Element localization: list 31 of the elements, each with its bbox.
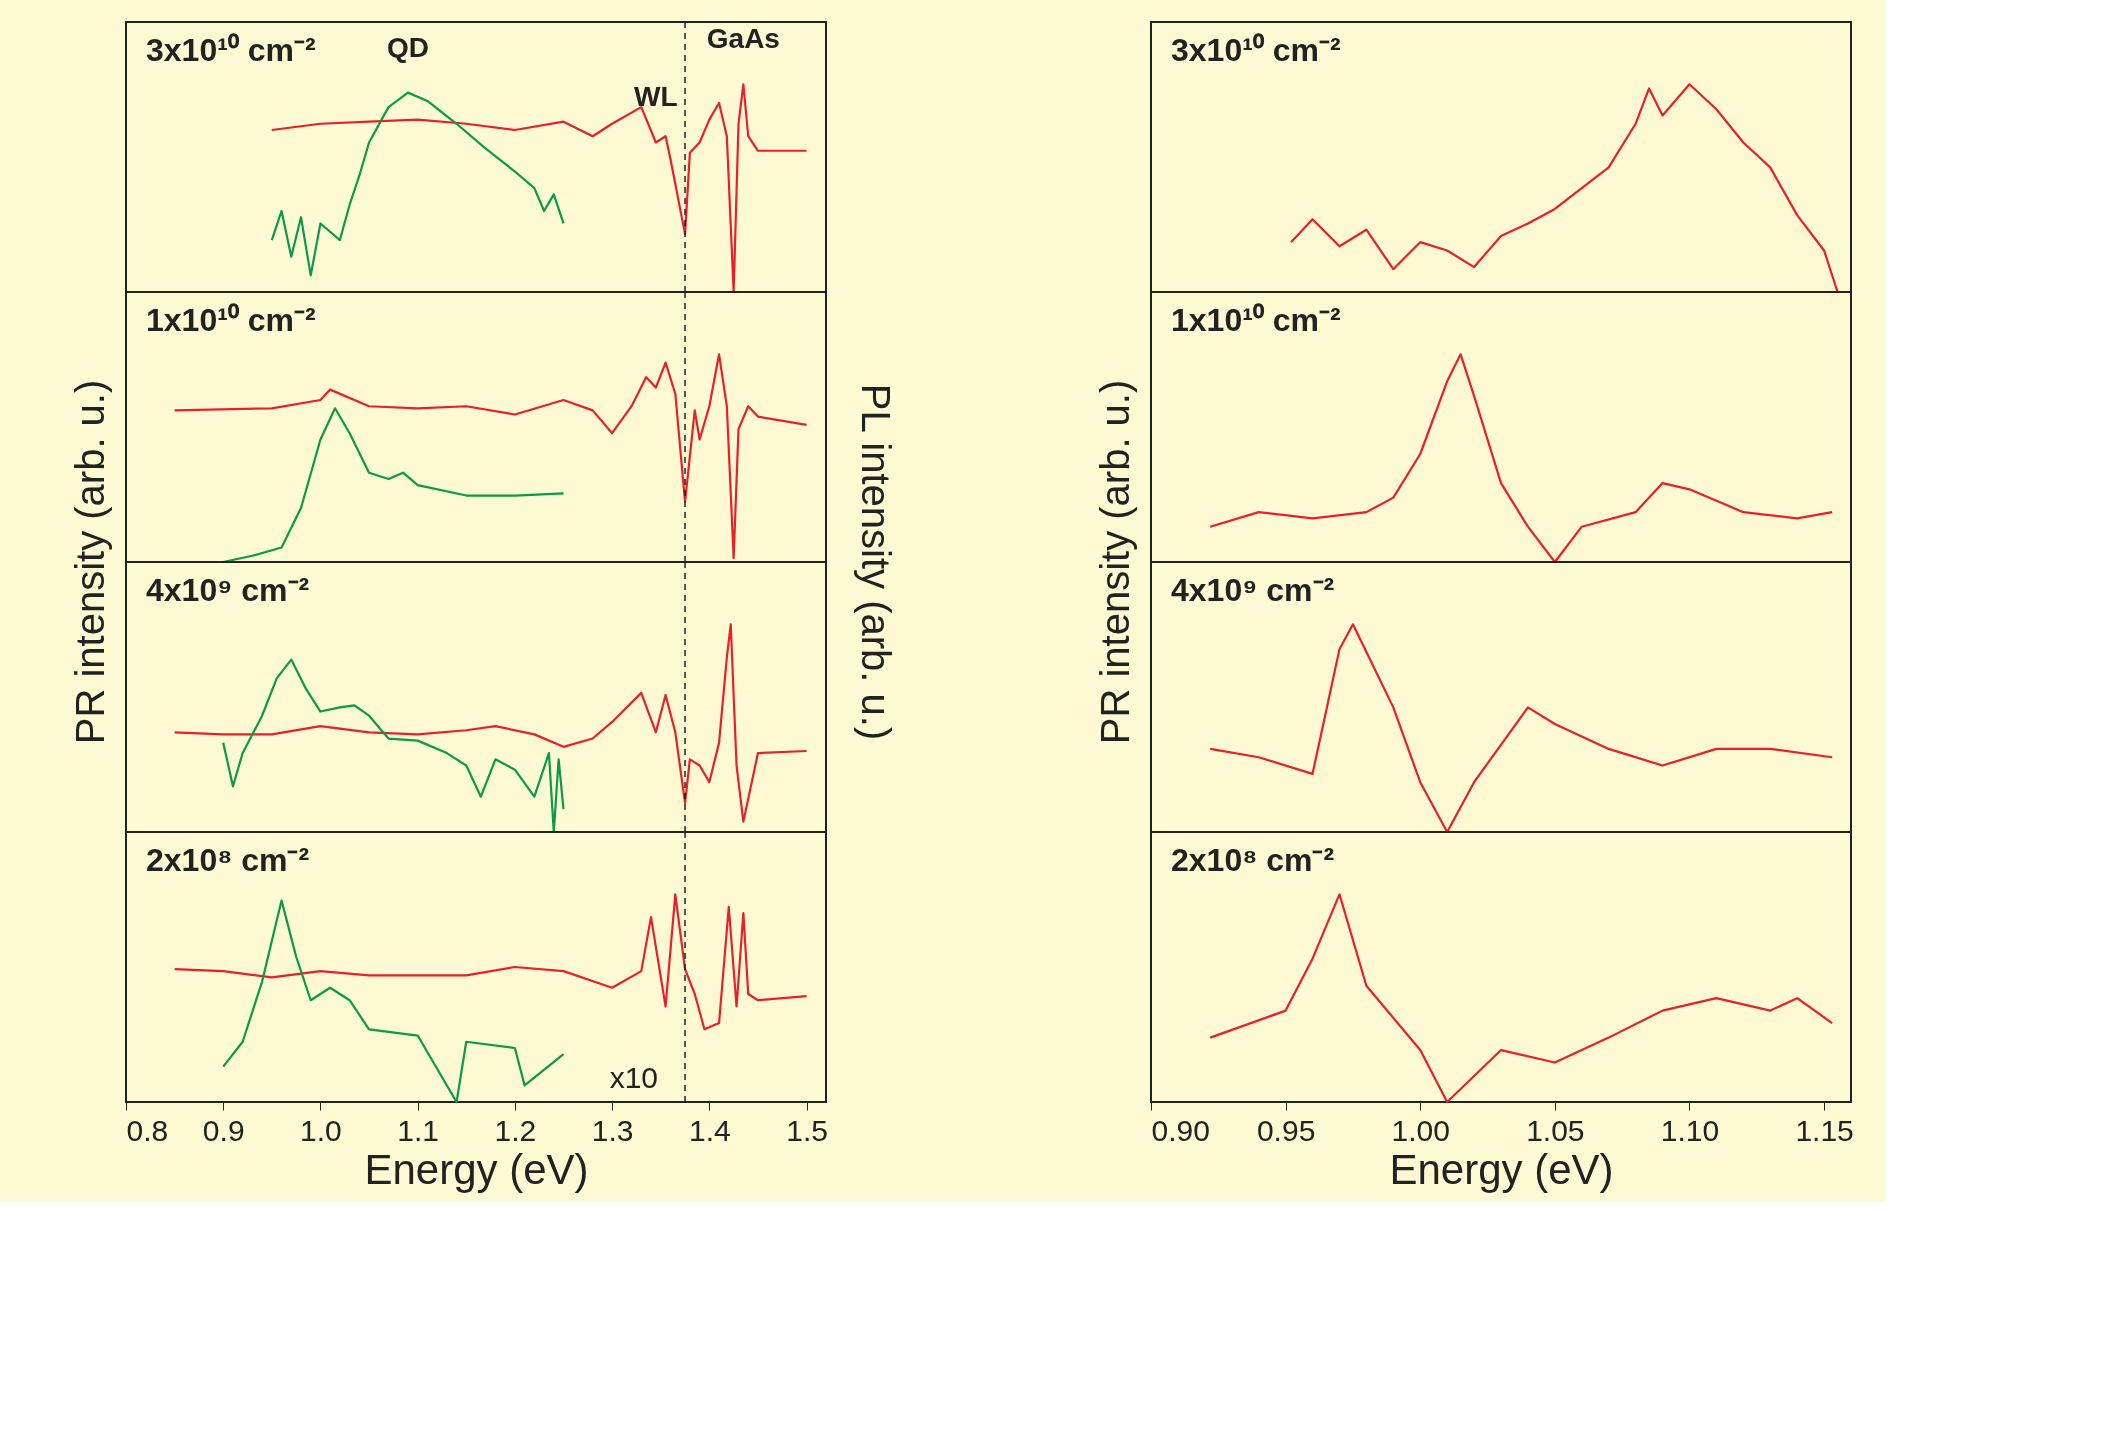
y-axis-title: PR intensity (arb. u.) [68, 379, 112, 745]
text: 1x10¹⁰ cm⁻² [146, 302, 316, 338]
x-tick-label: 1.10 [1660, 1113, 1720, 1147]
text: 3x10¹⁰ cm⁻² [146, 32, 316, 68]
x-tick-label: 1.1 [397, 1113, 440, 1147]
x-tick-label: 0.8 [126, 1113, 169, 1147]
annotation: WL [634, 81, 678, 113]
text: 4x10⁹ cm⁻² [1171, 572, 1335, 608]
x-tick-label: 1.2 [494, 1113, 537, 1147]
y-axis-title: PR intensity (arb. u.) [1093, 379, 1137, 745]
x-axis-title: Energy (eV) [364, 1145, 589, 1193]
x-tick-label: 1.3 [591, 1113, 634, 1147]
x-tick-label: 1.05 [1526, 1113, 1585, 1147]
x-tick-label: 1.0 [300, 1113, 342, 1147]
y2-axis-title: PL intensity (arb. u.) [854, 383, 898, 741]
text: 4x10⁹ cm⁻² [146, 572, 310, 608]
x-axis-title: Energy (eV) [1389, 1145, 1614, 1193]
x-tick-label: 1.15 [1795, 1113, 1854, 1147]
text: 3x10¹⁰ cm⁻² [1171, 32, 1341, 68]
text: 2x10⁸ cm⁻² [146, 842, 310, 878]
annotation: GaAs [706, 23, 780, 55]
annotation: QD [386, 31, 429, 63]
x-tick-label: 0.90 [1151, 1113, 1210, 1147]
text: 1x10¹⁰ cm⁻² [1171, 302, 1341, 338]
x-tick-label: 1.5 [786, 1113, 828, 1147]
annotation: x10 [609, 1061, 658, 1094]
x-tick-label: 0.95 [1256, 1113, 1316, 1147]
x-tick-label: 1.4 [688, 1113, 731, 1147]
x-tick-label: 0.9 [202, 1113, 245, 1147]
text: 2x10⁸ cm⁻² [1171, 842, 1335, 878]
x-tick-label: 1.00 [1391, 1113, 1450, 1147]
